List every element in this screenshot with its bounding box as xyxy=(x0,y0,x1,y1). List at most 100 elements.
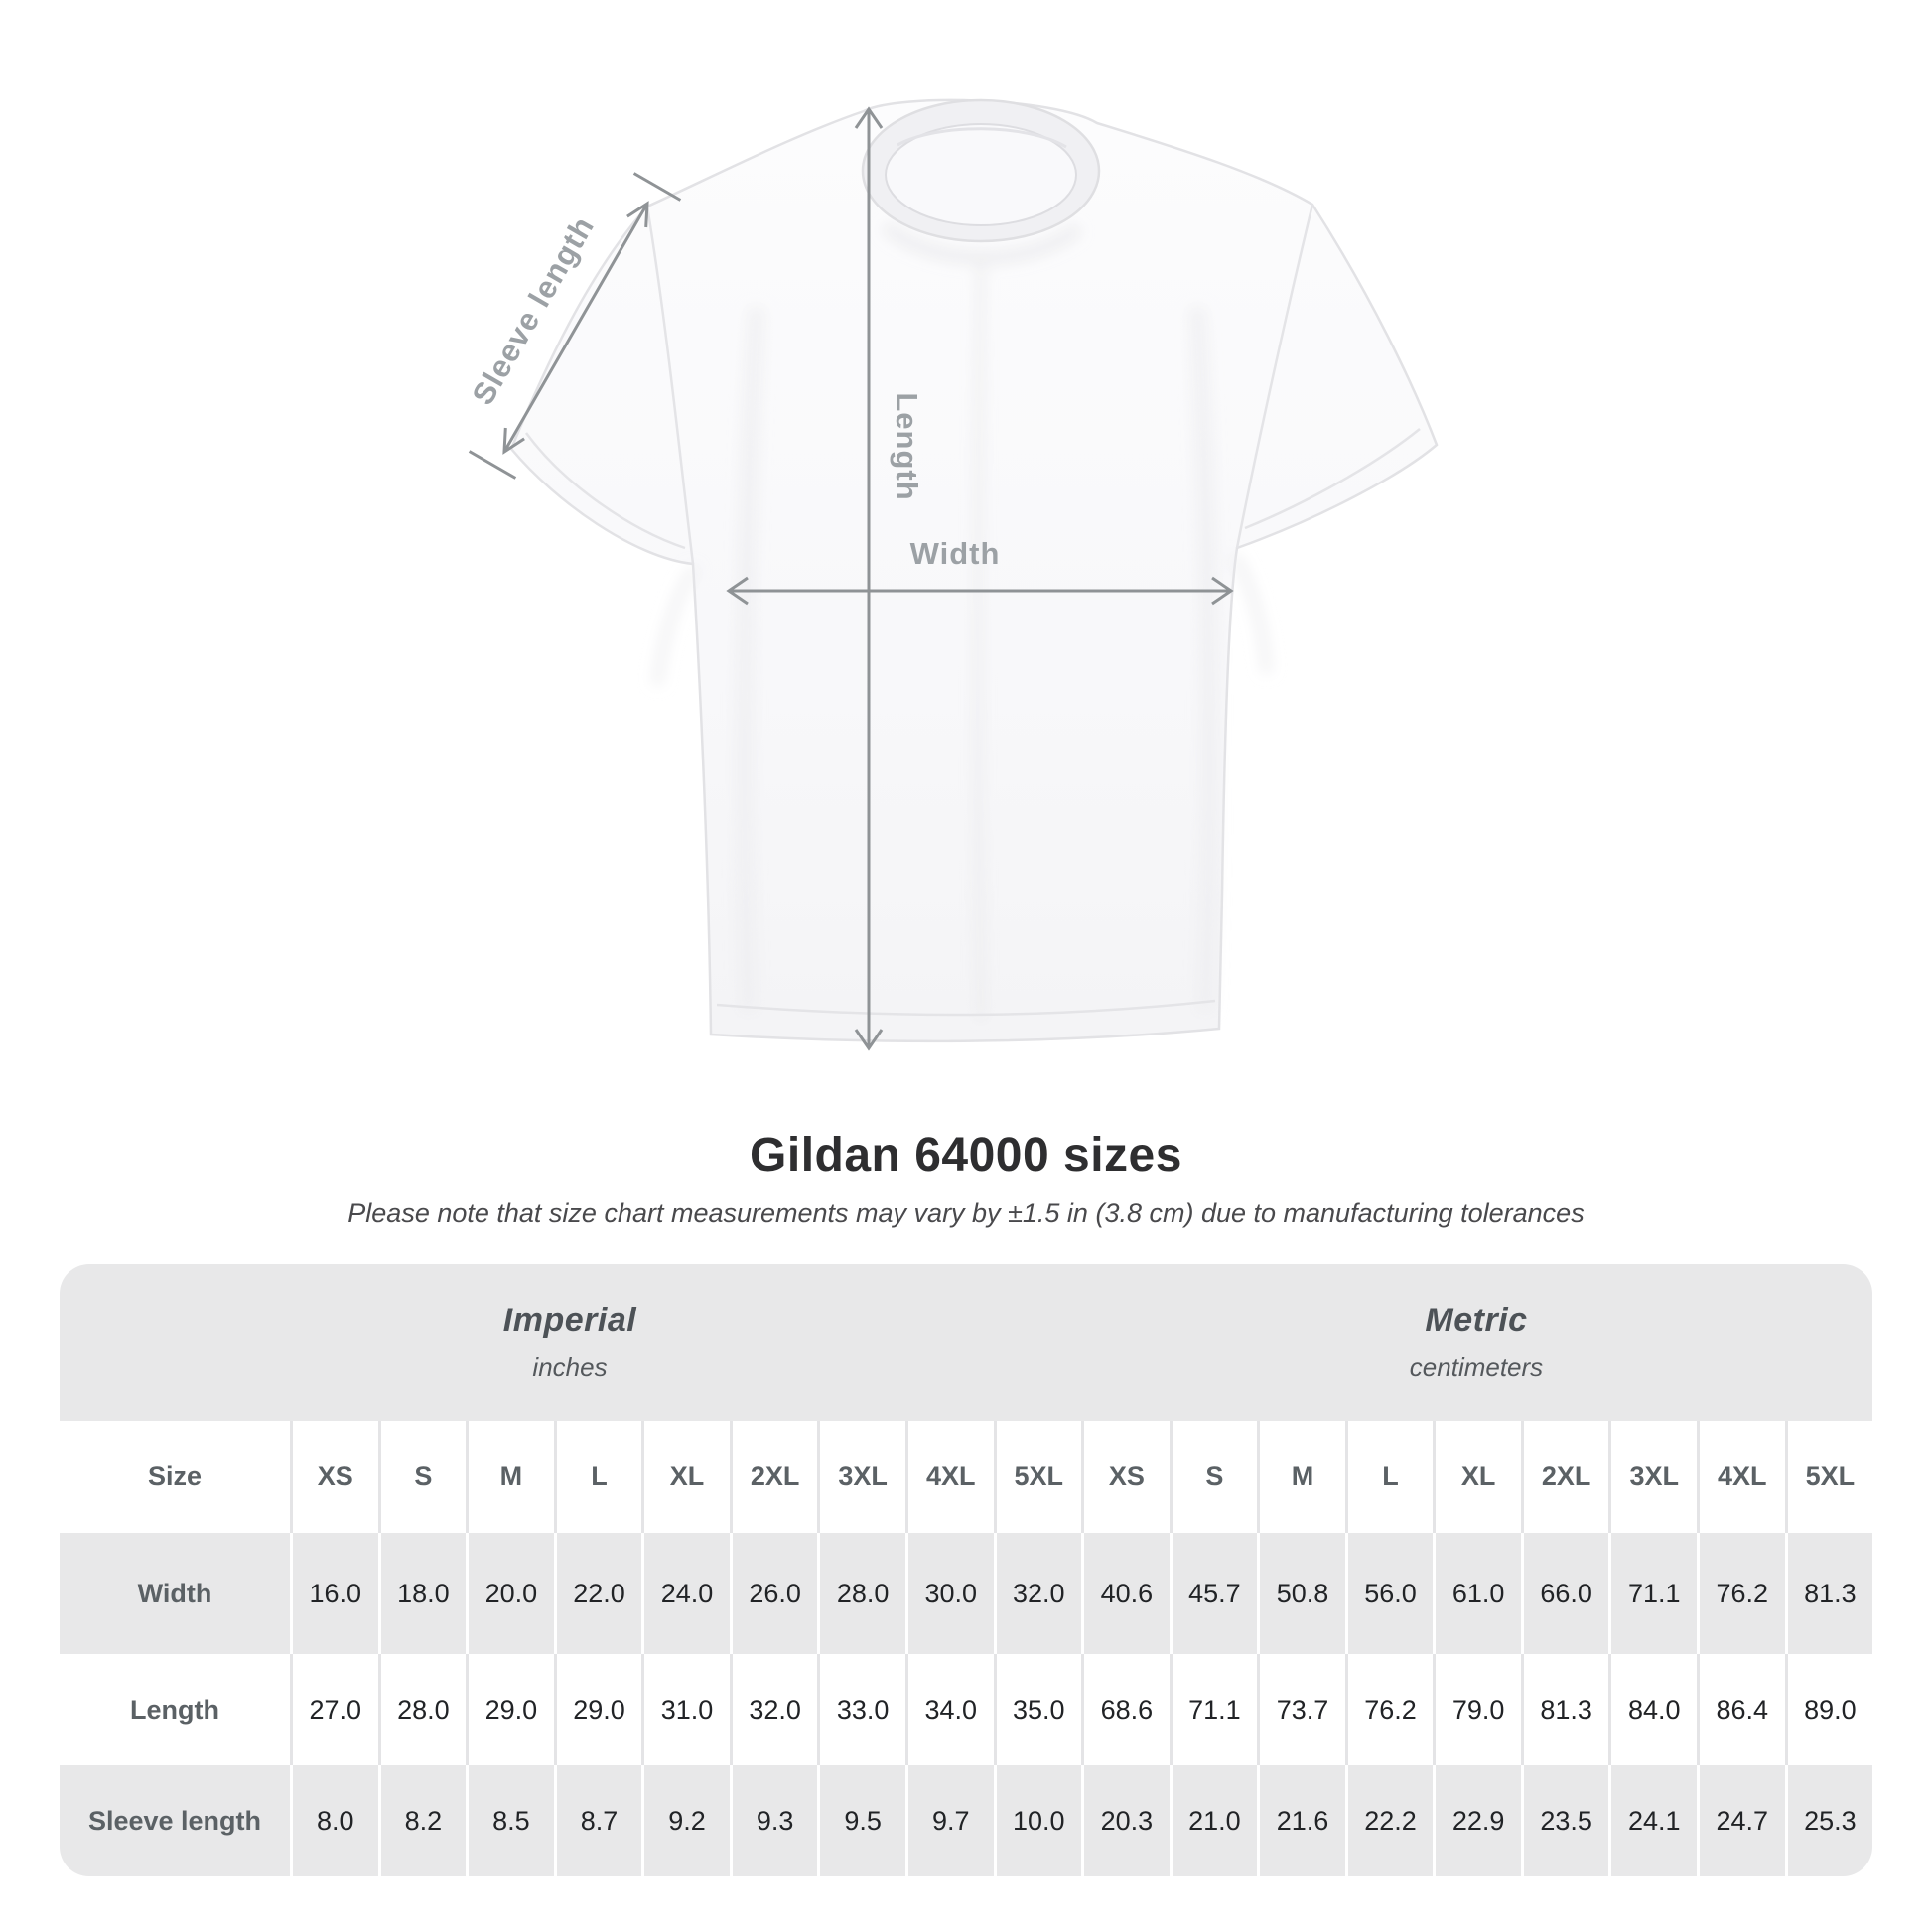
value-cell: 89.0 xyxy=(1784,1654,1872,1765)
length-row: Length 27.0 28.0 29.0 29.0 31.0 32.0 33.0 34.0 3… xyxy=(60,1654,1872,1765)
value-cell: 16.0 xyxy=(290,1533,378,1654)
sleeve-length-arrow xyxy=(468,172,682,480)
value-cell: 33.0 xyxy=(817,1654,905,1765)
size-cell: 5XL xyxy=(1784,1421,1872,1533)
row-label-length: Length xyxy=(130,1694,219,1725)
value-cell: 20.3 xyxy=(1081,1765,1170,1876)
value-cell: 61.0 xyxy=(1433,1533,1521,1654)
value-cell: 18.0 xyxy=(377,1533,467,1654)
value-cell: 56.0 xyxy=(1344,1533,1434,1654)
value-cell: 28.0 xyxy=(817,1533,905,1654)
value-cell: 84.0 xyxy=(1608,1654,1697,1765)
length-label: Length xyxy=(890,392,924,500)
value-cell: 10.0 xyxy=(993,1765,1082,1876)
value-cell: 35.0 xyxy=(993,1654,1082,1765)
imperial-title: Imperial xyxy=(502,1302,637,1339)
size-cell: M xyxy=(466,1421,554,1533)
value-cell: 31.0 xyxy=(641,1654,730,1765)
width-row: Width 16.0 18.0 20.0 22.0 24.0 26.0 28.0 30.0 32… xyxy=(60,1533,1872,1654)
metric-header-cell: Metric centimeters xyxy=(1080,1264,1872,1421)
value-cell: 40.6 xyxy=(1081,1533,1170,1654)
value-cell: 9.3 xyxy=(729,1765,818,1876)
value-cell: 21.0 xyxy=(1169,1765,1258,1876)
size-cell: 4XL xyxy=(904,1421,994,1533)
tshirt-photo xyxy=(509,98,1439,1043)
value-cell: 22.9 xyxy=(1433,1765,1521,1876)
width-label: Width xyxy=(910,536,1001,571)
length-arrow xyxy=(854,106,884,1051)
width-arrow xyxy=(726,576,1234,606)
value-cell: 45.7 xyxy=(1169,1533,1258,1654)
value-cell: 28.0 xyxy=(377,1654,467,1765)
size-cell: XL xyxy=(1433,1421,1521,1533)
value-cell: 24.0 xyxy=(641,1533,730,1654)
size-cell: M xyxy=(1257,1421,1345,1533)
value-cell: 71.1 xyxy=(1169,1654,1258,1765)
value-cell: 20.0 xyxy=(466,1533,554,1654)
value-cell: 73.7 xyxy=(1257,1654,1345,1765)
size-cell: S xyxy=(1169,1421,1258,1533)
value-cell: 86.4 xyxy=(1697,1654,1785,1765)
size-cell: XS xyxy=(1081,1421,1170,1533)
value-cell: 8.0 xyxy=(290,1765,378,1876)
value-cell: 25.3 xyxy=(1784,1765,1872,1876)
value-cell: 26.0 xyxy=(729,1533,818,1654)
measurement-lines xyxy=(468,106,1234,1051)
value-cell: 81.3 xyxy=(1784,1533,1872,1654)
row-label-width: Width xyxy=(137,1578,212,1608)
sleeve-length-row: Sleeve length 8.0 8.2 8.5 8.7 9.2 9.3 9.5 9.7 10… xyxy=(60,1765,1872,1876)
value-cell: 76.2 xyxy=(1697,1533,1785,1654)
imperial-header-cell: Imperial inches xyxy=(60,1264,1080,1421)
imperial-unit: inches xyxy=(532,1352,608,1382)
value-cell: 21.6 xyxy=(1257,1765,1345,1876)
value-cell: 79.0 xyxy=(1433,1654,1521,1765)
size-cell: L xyxy=(1344,1421,1434,1533)
value-cell: 23.5 xyxy=(1520,1765,1609,1876)
value-cell: 30.0 xyxy=(904,1533,994,1654)
metric-unit: centimeters xyxy=(1409,1352,1544,1382)
value-cell: 22.0 xyxy=(553,1533,642,1654)
size-cell: 2XL xyxy=(729,1421,818,1533)
size-cell: 4XL xyxy=(1697,1421,1785,1533)
tshirt-measurement-diagram: Sleeve length Length Width xyxy=(466,98,1439,1051)
tshirt-seams xyxy=(524,204,1421,1017)
value-cell: 8.2 xyxy=(377,1765,467,1876)
size-cell: S xyxy=(377,1421,467,1533)
value-cell: 32.0 xyxy=(993,1533,1082,1654)
value-cell: 22.2 xyxy=(1344,1765,1434,1876)
value-cell: 9.5 xyxy=(817,1765,905,1876)
tshirt-collar xyxy=(861,98,1101,243)
value-cell: 9.2 xyxy=(641,1765,730,1876)
size-cell: XL xyxy=(641,1421,730,1533)
value-cell: 24.7 xyxy=(1697,1765,1785,1876)
size-cell: 3XL xyxy=(1608,1421,1697,1533)
size-cell: 5XL xyxy=(993,1421,1082,1533)
value-cell: 32.0 xyxy=(729,1654,818,1765)
value-cell: 34.0 xyxy=(904,1654,994,1765)
row-label-sleeve-length: Sleeve length xyxy=(87,1805,262,1836)
value-cell: 8.7 xyxy=(553,1765,642,1876)
metric-title: Metric xyxy=(1425,1302,1528,1339)
units-header-row: Imperial inches Metric centimeters xyxy=(60,1264,1872,1421)
value-cell: 71.1 xyxy=(1608,1533,1697,1654)
tolerance-note: Please note that size chart measurements… xyxy=(347,1198,1585,1228)
size-column-header: Size xyxy=(147,1461,203,1491)
value-cell: 50.8 xyxy=(1257,1533,1345,1654)
page-title: Gildan 64000 sizes xyxy=(750,1129,1182,1181)
size-cell: 3XL xyxy=(817,1421,905,1533)
value-cell: 29.0 xyxy=(466,1654,554,1765)
value-cell: 24.1 xyxy=(1608,1765,1697,1876)
value-cell: 9.7 xyxy=(904,1765,994,1876)
value-cell: 29.0 xyxy=(553,1654,642,1765)
size-chart-table: Imperial inches Metric centimeters Size … xyxy=(60,1264,1872,1876)
size-cell: XS xyxy=(290,1421,378,1533)
value-cell: 81.3 xyxy=(1520,1654,1609,1765)
value-cell: 27.0 xyxy=(290,1654,378,1765)
value-cell: 76.2 xyxy=(1344,1654,1434,1765)
value-cell: 66.0 xyxy=(1520,1533,1609,1654)
heading-block: Gildan 64000 sizes Please note that size… xyxy=(0,1128,1932,1229)
size-header-row: Size XS S M L XL 2XL 3XL 4XL 5XL XS S M L XL 2XL 3XL 4XL… xyxy=(60,1421,1872,1533)
size-cell: 2XL xyxy=(1520,1421,1609,1533)
size-cell: L xyxy=(553,1421,642,1533)
value-cell: 8.5 xyxy=(466,1765,554,1876)
